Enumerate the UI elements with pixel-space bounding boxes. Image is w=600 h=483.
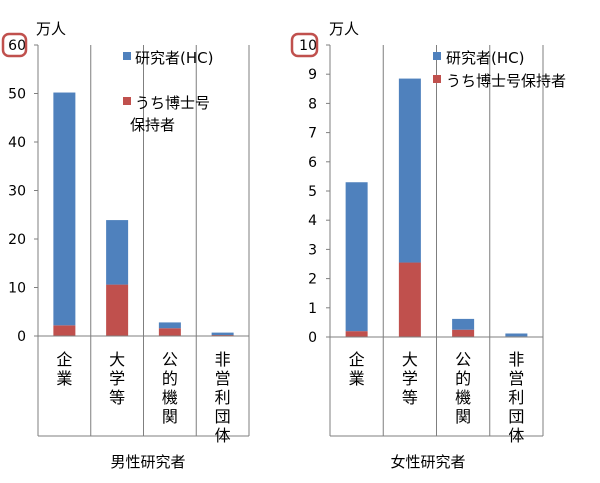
female-y-tick-label: 6	[308, 155, 317, 171]
female-category-labels: 企業 大学等 公的機関 非営利団体	[349, 350, 525, 445]
female-y-tick-label: 0	[308, 330, 317, 346]
female-category-label: 大学等	[402, 350, 418, 407]
male-legend-swatch	[123, 97, 131, 105]
male-bar-doctorate-3	[158, 328, 181, 336]
female-bar-researchers-4	[505, 333, 528, 337]
male-bar-researchers-1	[53, 92, 76, 326]
male-bar-doctorate-2	[106, 284, 129, 336]
male-category-label: 非営利団体	[215, 350, 231, 445]
female-bar-researchers-2	[398, 78, 421, 263]
male-y-tick-label: 30	[8, 184, 26, 200]
female-bar-researchers-1	[345, 182, 368, 332]
male-category-label: 公的機関	[162, 350, 178, 426]
male-y-tick-label: 50	[8, 87, 26, 103]
male-y-tick-label: 60	[8, 38, 26, 54]
male-legend-label: うち博士号保持者	[130, 94, 210, 134]
female-unit-label: 万人	[329, 20, 359, 38]
female-y-tick-label: 5	[308, 184, 317, 200]
female-y-tick-label: 3	[308, 242, 317, 258]
female-category-label: 非営利団体	[508, 350, 524, 445]
female-y-tick-label: 4	[308, 213, 317, 229]
male-max-tick-highlight	[1, 32, 28, 58]
female-y-tick-labels: 0 1 2 3 4 5 6 7 8 9 10	[299, 38, 317, 346]
male-category-labels: 企業 大学等 公的機関 非営利団体	[56, 350, 230, 445]
male-researchers-chart: 0 10 20 30 40 50 60 企業 大学等 公的機関 非営利団体 万人 研究者(HC) う…	[1, 20, 250, 471]
male-chart-title: 男性研究者	[110, 453, 185, 471]
male-bar-researchers-2	[106, 220, 129, 285]
male-legend-swatch	[123, 52, 131, 60]
female-y-tick-label: 2	[308, 272, 317, 288]
female-y-tick-label: 1	[308, 301, 317, 317]
female-category-label: 公的機関	[455, 350, 471, 426]
female-legend-label: 研究者(HC)	[446, 49, 524, 67]
female-axes	[326, 44, 543, 437]
female-legend: 研究者(HC) うち博士号保持者	[433, 49, 566, 90]
male-y-tick-label: 10	[8, 281, 26, 297]
female-category-label: 企業	[349, 350, 365, 388]
female-gridlines	[382, 45, 544, 436]
male-y-tick-label: 0	[17, 329, 26, 345]
female-legend-swatch	[433, 75, 441, 83]
male-axes	[34, 44, 249, 437]
male-y-tick-label: 20	[8, 232, 26, 248]
male-gridlines	[90, 45, 250, 436]
female-y-tick-label: 7	[308, 126, 317, 142]
female-legend-label: うち博士号保持者	[446, 72, 566, 90]
male-category-label: 大学等	[109, 350, 125, 407]
male-y-tick-label: 40	[8, 135, 26, 151]
female-y-tick-label: 10	[299, 38, 317, 54]
female-bar-doctorate-1	[345, 331, 368, 337]
male-y-tick-labels: 0 10 20 30 40 50 60	[8, 38, 26, 345]
male-legend: 研究者(HC) うち博士号保持者	[123, 49, 213, 134]
male-bar-researchers-4	[211, 332, 234, 336]
female-researchers-chart: 0 1 2 3 4 5 6 7 8 9 10 企業 大学等 公的機関 非営利団体 万人 研究者(HC) うち…	[290, 20, 566, 471]
male-bar-doctorate-1	[53, 325, 76, 336]
male-legend-label: 研究者(HC)	[135, 49, 213, 67]
female-bar-doctorate-3	[452, 329, 475, 337]
female-bar-doctorate-2	[398, 262, 421, 337]
male-unit-label: 万人	[36, 20, 66, 38]
female-bar-researchers-3	[452, 318, 475, 330]
female-y-tick-label: 9	[308, 67, 317, 83]
male-bars	[53, 92, 234, 336]
female-chart-title: 女性研究者	[390, 453, 465, 471]
female-y-tick-label: 8	[308, 96, 317, 112]
female-max-tick-highlight	[290, 32, 319, 58]
female-legend-swatch	[433, 52, 441, 60]
male-category-label: 企業	[56, 350, 72, 388]
female-bars	[345, 78, 528, 337]
male-bar-researchers-3	[158, 322, 181, 329]
